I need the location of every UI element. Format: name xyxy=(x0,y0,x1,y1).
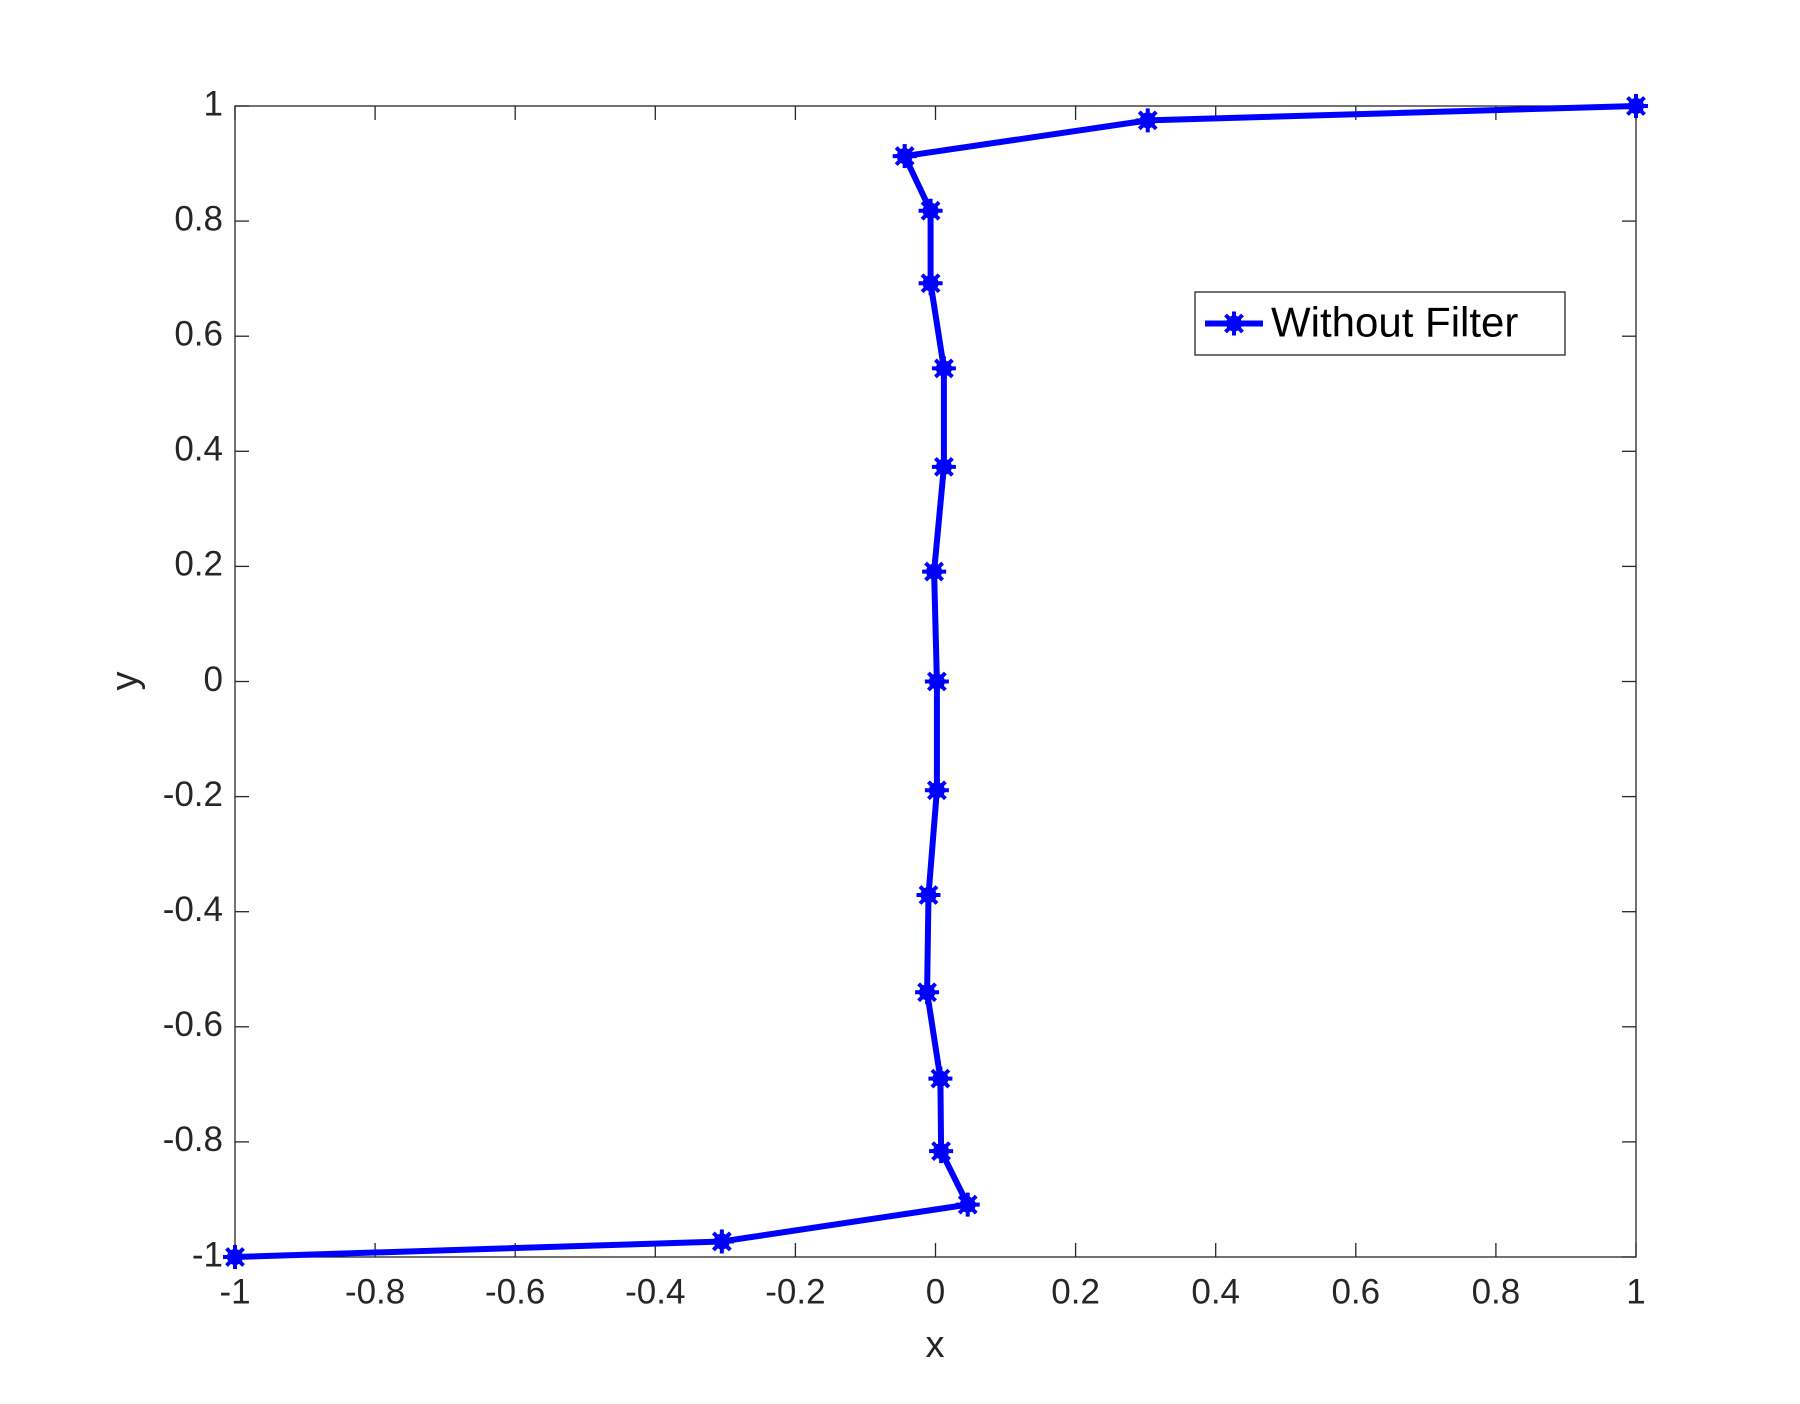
y-tick-label: -0.2 xyxy=(163,775,223,814)
marker-stroke xyxy=(918,885,939,905)
data-point xyxy=(1624,94,1648,118)
x-tick-label: -0.4 xyxy=(625,1272,685,1311)
marker-stroke xyxy=(930,1068,951,1089)
data-point xyxy=(924,778,949,803)
marker-stroke xyxy=(894,146,915,166)
marker-stroke xyxy=(917,982,937,1003)
y-tick-label: -0.8 xyxy=(163,1120,223,1159)
y-tick-label: 0.8 xyxy=(174,199,223,238)
marker-stroke xyxy=(957,1194,978,1215)
x-axis-label: x xyxy=(926,1324,945,1366)
y-tick-label: 1 xyxy=(204,84,223,123)
data-point xyxy=(931,454,956,479)
legend: Without Filter xyxy=(1194,291,1566,356)
y-tick-label: 0.4 xyxy=(174,430,223,469)
y-tick-label: 0.2 xyxy=(174,545,223,584)
y-axis-label: y xyxy=(104,672,146,691)
data-point xyxy=(892,144,917,169)
x-tick-label: 0.4 xyxy=(1191,1272,1240,1311)
data-point xyxy=(931,356,956,381)
data-point xyxy=(924,669,949,694)
y-tick-label: 0 xyxy=(204,660,223,699)
x-tick-label: -0.2 xyxy=(765,1272,825,1311)
marker-stroke xyxy=(711,1231,732,1252)
x-tick-label: -0.8 xyxy=(345,1272,405,1311)
marker-stroke xyxy=(927,780,947,801)
data-point xyxy=(928,1066,953,1091)
y-tick-label: -1 xyxy=(192,1235,223,1274)
y-tick-label: -0.4 xyxy=(163,890,223,929)
data-point xyxy=(1135,108,1160,133)
x-tick-label: 0.8 xyxy=(1472,1272,1521,1311)
marker-stroke xyxy=(924,561,944,582)
x-tick-label: -1 xyxy=(219,1272,250,1311)
data-point xyxy=(918,198,943,223)
marker-stroke xyxy=(1626,96,1646,116)
x-tick-label: 0.6 xyxy=(1331,1272,1380,1311)
data-point xyxy=(922,559,947,584)
data-point xyxy=(223,1245,247,1269)
legend-marker xyxy=(1222,311,1246,336)
marker-stroke xyxy=(1224,313,1244,334)
x-tick-label: -0.6 xyxy=(485,1272,545,1311)
data-point xyxy=(929,1139,954,1164)
x-tick-label: 0 xyxy=(926,1272,945,1311)
marker-stroke xyxy=(931,1141,952,1162)
data-point xyxy=(709,1229,734,1254)
marker-stroke xyxy=(934,456,954,477)
data-point xyxy=(915,980,940,1005)
marker-stroke xyxy=(920,273,941,294)
legend-label: Without Filter xyxy=(1271,299,1518,346)
data-point xyxy=(916,883,941,908)
marker-stroke xyxy=(934,358,954,379)
marker-stroke xyxy=(1137,110,1158,131)
x-tick-label: 0.2 xyxy=(1051,1272,1100,1311)
y-tick-label: 0.6 xyxy=(174,314,223,353)
data-point xyxy=(918,271,943,296)
marker-stroke xyxy=(927,671,947,692)
marker-stroke xyxy=(920,200,941,221)
marker-stroke xyxy=(225,1247,245,1267)
y-tick-label: -0.6 xyxy=(163,1005,223,1044)
x-tick-label: 1 xyxy=(1626,1272,1645,1311)
data-point xyxy=(955,1192,980,1217)
